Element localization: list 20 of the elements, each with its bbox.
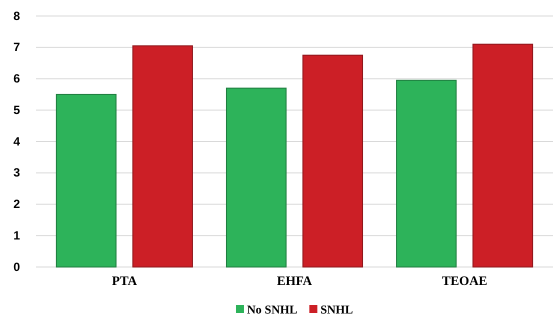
bar xyxy=(132,45,193,268)
y-tick-label: 5 xyxy=(13,102,20,117)
y-tick-label: 3 xyxy=(13,166,20,180)
legend-label: SNHL xyxy=(320,302,354,316)
y-tick-label: 1 xyxy=(13,228,20,242)
y-tick-label: 2 xyxy=(13,197,20,212)
x-tick-label: PTA xyxy=(112,273,138,288)
bar xyxy=(396,80,457,268)
y-tick-label: 6 xyxy=(13,72,20,86)
legend-label: No SNHL xyxy=(246,302,298,316)
bar xyxy=(56,94,117,268)
y-tick-label: 7 xyxy=(13,40,20,54)
y-tick-label: 4 xyxy=(13,134,20,148)
x-tick-label: EHFA xyxy=(276,273,313,288)
y-tick-label: 8 xyxy=(13,8,20,23)
bar xyxy=(472,44,534,268)
y-tick-label: 0 xyxy=(13,260,20,274)
bar xyxy=(302,54,364,268)
bar xyxy=(226,88,287,268)
x-tick-label: TEOAE xyxy=(442,273,488,288)
